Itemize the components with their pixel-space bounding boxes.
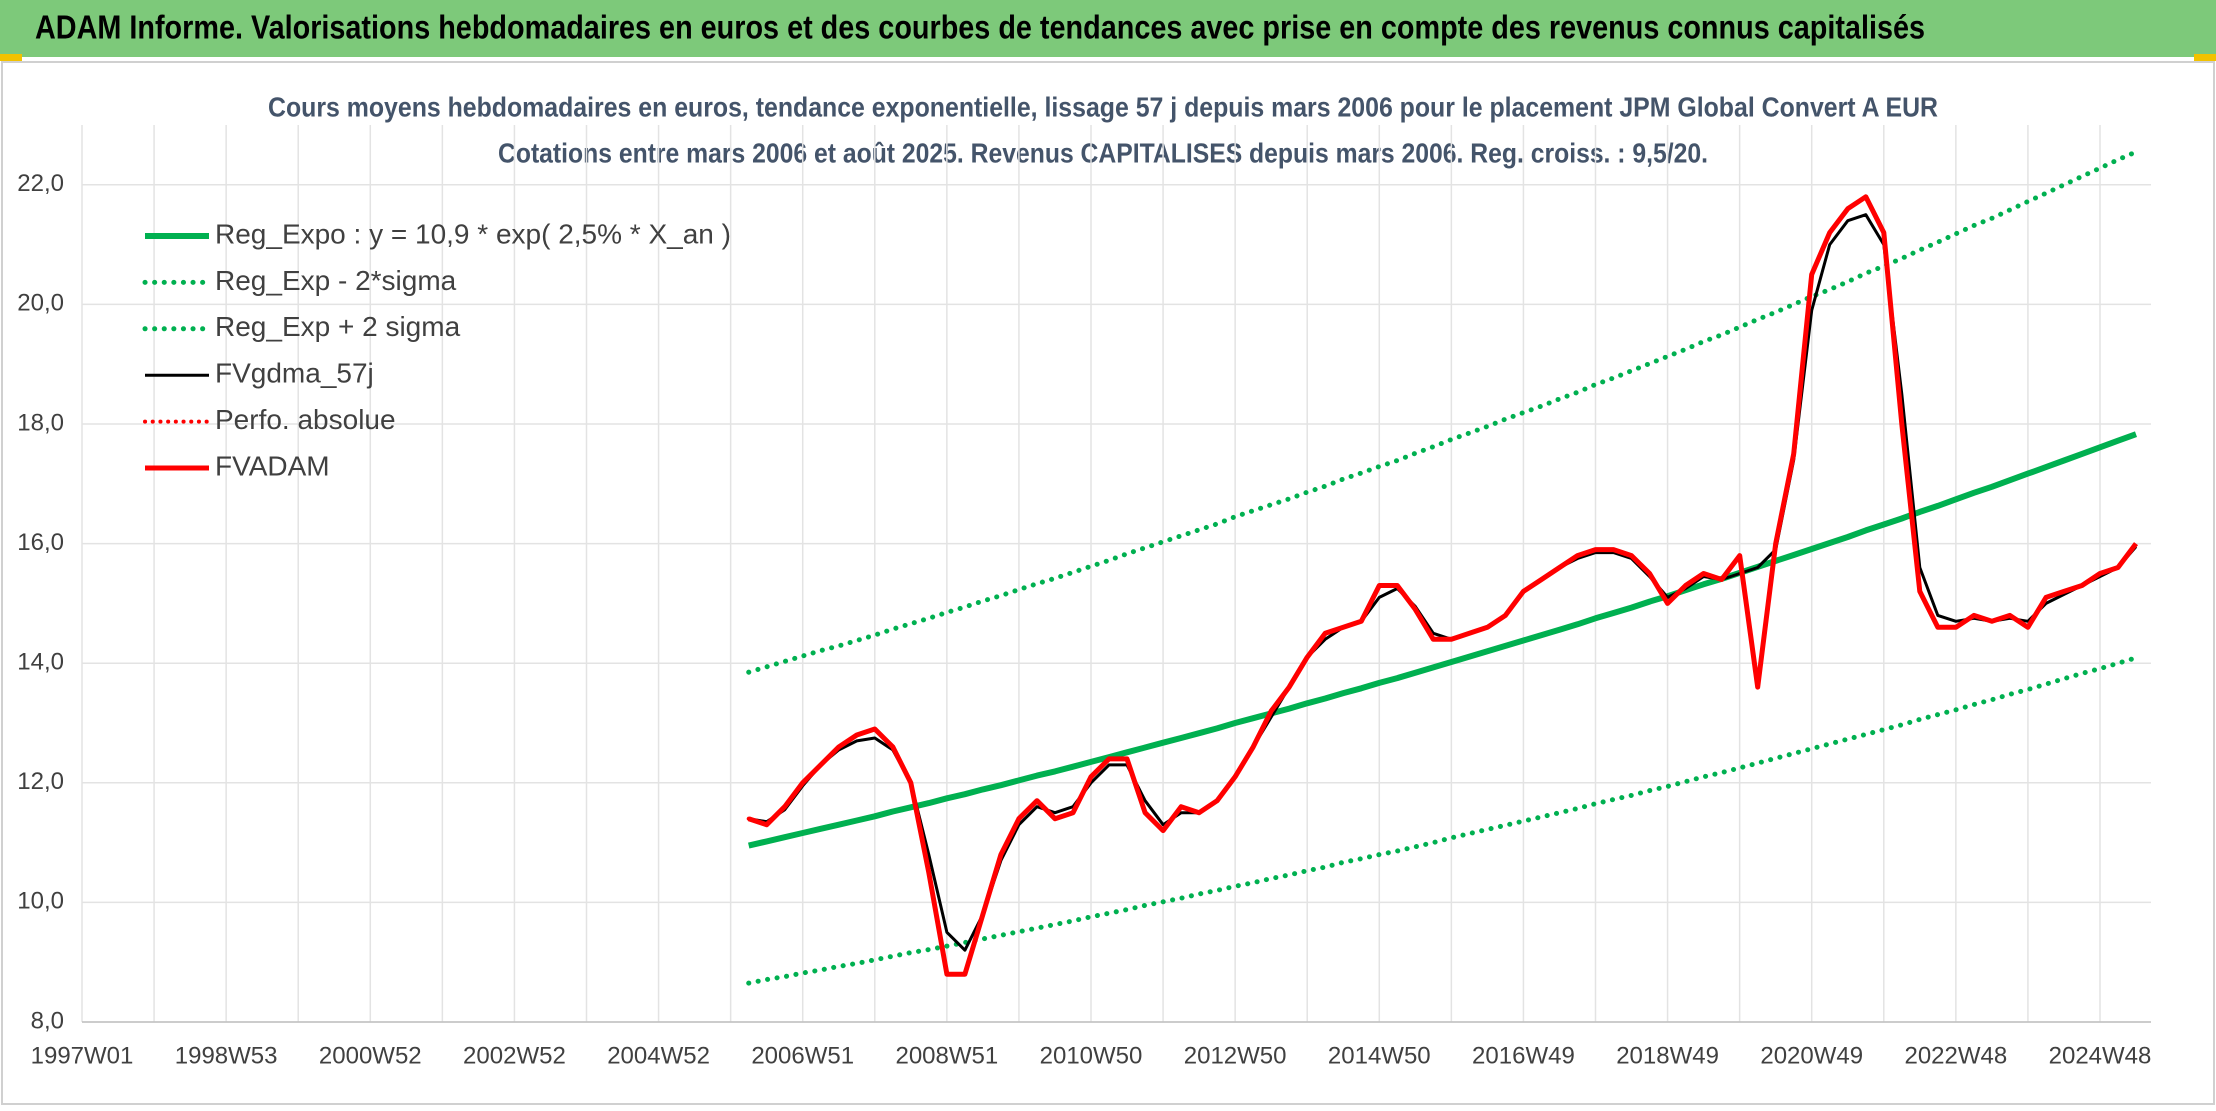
x-tick-label: 2014W50 xyxy=(1328,1042,1431,1069)
series-line xyxy=(746,149,2139,675)
x-tick-label: 2012W50 xyxy=(1184,1042,1287,1069)
legend-label: FVgdma_57j xyxy=(215,358,374,389)
y-tick-label: 16,0 xyxy=(17,529,64,556)
corner-mark xyxy=(2194,54,2216,61)
header-title: ADAM Informe. Valorisations hebdomadaire… xyxy=(35,9,1925,46)
x-tick-label: 2010W50 xyxy=(1040,1042,1143,1069)
header-bar xyxy=(0,0,2216,57)
y-tick-label: 10,0 xyxy=(17,888,64,915)
corner-mark xyxy=(0,54,22,61)
chart-title: Cours moyens hebdomadaires en euros, ten… xyxy=(268,91,1938,122)
y-tick-label: 14,0 xyxy=(17,649,64,676)
x-tick-label: 2006W51 xyxy=(751,1042,854,1069)
chart-subtitle: Cotations entre mars 2006 et août 2025. … xyxy=(498,137,1708,168)
x-tick-label: 1997W01 xyxy=(31,1042,134,1069)
x-tick-label: 2024W48 xyxy=(2049,1042,2152,1069)
y-tick-label: 20,0 xyxy=(17,290,64,317)
x-tick-label: 1998W53 xyxy=(175,1042,278,1069)
legend-label: FVADAM xyxy=(215,450,330,481)
legend-label: Reg_Expo : y = 10,9 * exp( 2,5% * X_an ) xyxy=(215,218,731,249)
x-tick-label: 2022W48 xyxy=(1904,1042,2007,1069)
y-tick-label: 12,0 xyxy=(17,768,64,795)
y-tick-label: 18,0 xyxy=(17,409,64,436)
x-tick-label: 2016W49 xyxy=(1472,1042,1575,1069)
legend-label: Reg_Exp - 2*sigma xyxy=(215,265,457,296)
x-tick-label: 2000W52 xyxy=(319,1042,422,1069)
legend-label: Reg_Exp + 2 sigma xyxy=(215,311,461,342)
y-tick-label: 8,0 xyxy=(31,1007,64,1034)
x-tick-label: 2004W52 xyxy=(607,1042,710,1069)
legend-label: Perfo. absolue xyxy=(215,404,396,435)
y-tick-label: 22,0 xyxy=(17,170,64,197)
x-tick-label: 2002W52 xyxy=(463,1042,566,1069)
x-tick-label: 2018W49 xyxy=(1616,1042,1719,1069)
x-tick-label: 2008W51 xyxy=(895,1042,998,1069)
series-line xyxy=(747,194,2138,977)
series-line xyxy=(746,655,2139,986)
x-tick-label: 2020W49 xyxy=(1760,1042,1863,1069)
series-line xyxy=(748,431,2138,849)
